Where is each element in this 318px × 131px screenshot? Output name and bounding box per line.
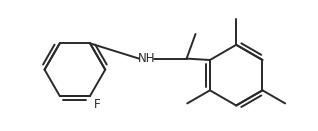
Text: F: F — [93, 98, 100, 111]
Text: NH: NH — [138, 52, 155, 65]
